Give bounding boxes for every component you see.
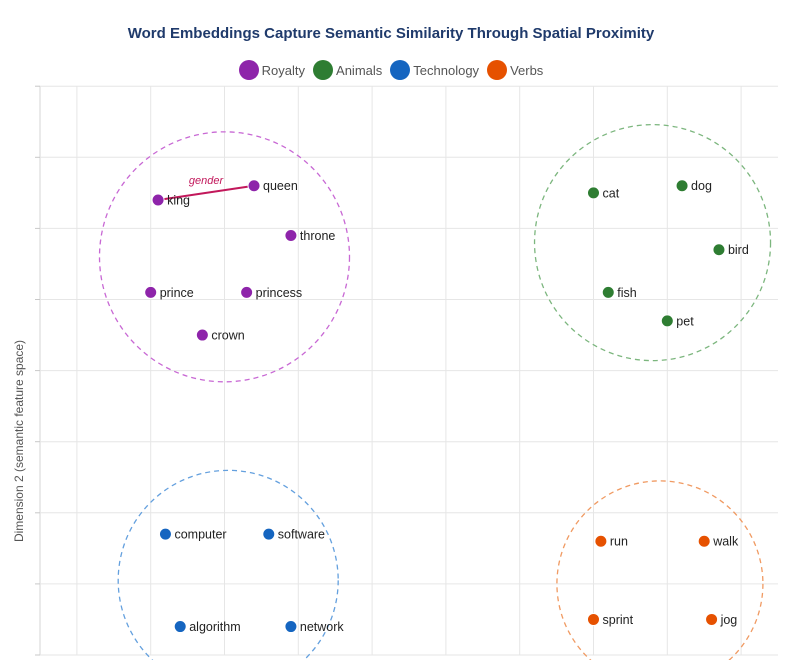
data-point-king[interactable]: king <box>151 193 190 207</box>
point-marker-king <box>151 193 165 207</box>
chart-title: Word Embeddings Capture Semantic Similar… <box>127 25 655 42</box>
cluster-circles <box>98 123 772 660</box>
point-label-jog: jog <box>720 613 738 627</box>
data-point-sprint[interactable]: sprint <box>587 612 634 627</box>
data-point-software[interactable]: software <box>262 527 325 542</box>
legend-item-verbs[interactable]: Verbs <box>487 60 543 80</box>
data-point-queen[interactable]: queen <box>247 179 298 193</box>
point-marker-crown <box>195 328 209 342</box>
point-marker-dog <box>675 179 689 193</box>
point-marker-cat <box>587 186 600 200</box>
point-marker-algorithm <box>173 620 187 634</box>
point-marker-bird <box>712 243 726 257</box>
point-label-run: run <box>610 535 628 549</box>
data-point-princess[interactable]: princess <box>240 285 303 300</box>
point-label-dog: dog <box>691 179 712 193</box>
point-label-crown: crown <box>211 329 244 343</box>
point-marker-computer <box>158 527 172 541</box>
legend-item-royalty[interactable]: Royalty <box>238 60 306 80</box>
data-point-bird[interactable]: bird <box>712 243 749 257</box>
point-marker-network <box>284 620 298 634</box>
chart-legend: Royalty Animals Technology Verbs <box>0 60 782 80</box>
point-marker-princess <box>240 285 254 299</box>
point-label-throne: throne <box>300 229 335 243</box>
data-points: king queen throne prince princess crown cat dog… <box>144 179 749 634</box>
legend-item-technology[interactable]: Technology <box>390 60 479 80</box>
legend-label-royalty: Royalty <box>261 62 306 78</box>
point-label-prince: prince <box>160 286 194 300</box>
legend-swatch-royalty <box>238 60 259 80</box>
point-label-software: software <box>278 528 325 542</box>
legend-label-technology: Technology <box>413 62 480 78</box>
legend-swatch-animals <box>313 60 334 80</box>
point-label-queen: queen <box>263 179 298 193</box>
point-marker-software <box>262 527 276 541</box>
point-label-network: network <box>300 620 345 634</box>
data-point-prince[interactable]: prince <box>144 285 194 300</box>
data-point-dog[interactable]: dog <box>675 179 712 193</box>
legend-label-animals: Animals <box>336 62 383 78</box>
data-point-jog[interactable]: jog <box>705 612 738 627</box>
point-label-algorithm: algorithm <box>189 620 240 634</box>
point-marker-jog <box>705 612 719 626</box>
legend-swatch-technology <box>390 60 411 80</box>
data-point-walk[interactable]: walk <box>697 534 739 549</box>
annotations: gender <box>157 175 255 201</box>
cluster-circle-technology <box>117 469 339 660</box>
point-marker-walk <box>697 534 711 548</box>
data-point-crown[interactable]: crown <box>195 328 245 343</box>
point-marker-queen <box>247 179 261 193</box>
data-point-fish[interactable]: fish <box>601 285 637 300</box>
cluster-circle-animals <box>533 123 772 362</box>
data-point-run[interactable]: run <box>594 534 628 549</box>
data-point-network[interactable]: network <box>284 620 345 634</box>
point-marker-fish <box>601 285 615 299</box>
cluster-circle-verbs <box>556 480 764 660</box>
annotation-label-gender: gender <box>189 175 225 187</box>
legend-swatch-verbs <box>487 60 508 80</box>
cluster-circle-royalty <box>98 131 351 383</box>
point-label-computer: computer <box>174 528 226 542</box>
point-marker-pet <box>660 314 674 328</box>
point-label-walk: walk <box>712 535 739 549</box>
point-marker-sprint <box>587 612 600 626</box>
point-label-cat: cat <box>603 186 620 200</box>
data-point-computer[interactable]: computer <box>158 527 227 542</box>
annotation-line-gender <box>157 184 255 201</box>
point-marker-prince <box>144 285 158 299</box>
legend-label-verbs: Verbs <box>510 62 544 78</box>
point-label-pet: pet <box>676 314 694 328</box>
point-marker-run <box>594 534 608 548</box>
data-point-algorithm[interactable]: algorithm <box>173 620 241 634</box>
point-label-bird: bird <box>728 243 749 257</box>
data-point-cat[interactable]: cat <box>587 186 620 200</box>
point-marker-throne <box>284 229 298 243</box>
grid-lines <box>35 85 778 656</box>
data-point-throne[interactable]: throne <box>284 229 335 243</box>
point-label-princess: princess <box>256 286 303 300</box>
data-point-pet[interactable]: pet <box>660 314 694 328</box>
point-label-king: king <box>167 193 190 207</box>
point-label-sprint: sprint <box>603 613 634 627</box>
point-label-fish: fish <box>617 286 637 300</box>
legend-item-animals[interactable]: Animals <box>313 60 382 80</box>
